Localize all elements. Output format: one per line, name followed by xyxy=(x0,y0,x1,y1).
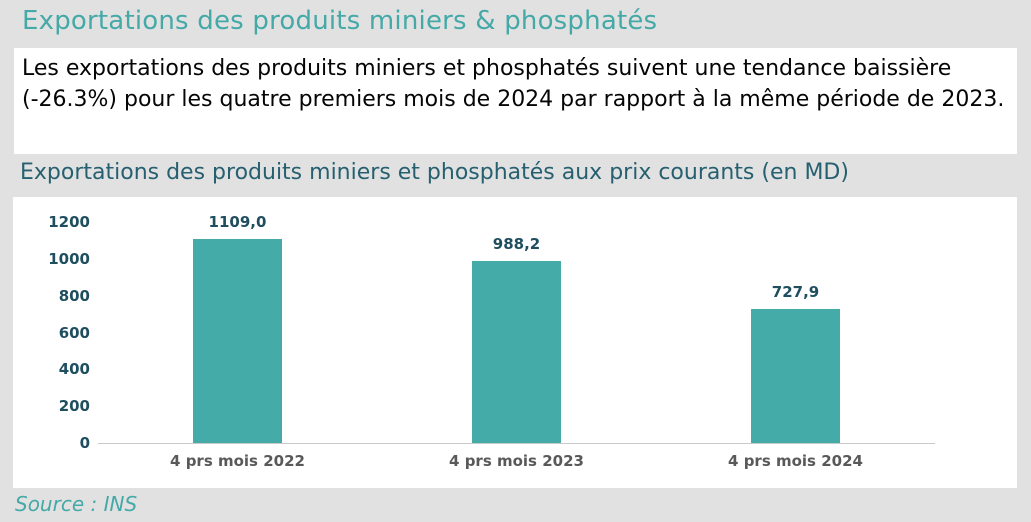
chart-plot-area: 0 200 400 600 800 1000 1200 1109,0 4 prs mois 20… xyxy=(13,197,1017,488)
y-axis-tick-label: 400 xyxy=(58,360,90,379)
y-axis-tick-label: 800 xyxy=(58,286,90,305)
y-axis-tick-label: 200 xyxy=(58,397,90,416)
x-axis-line xyxy=(98,443,935,444)
x-axis-category-label: 4 prs mois 2022 xyxy=(170,452,305,470)
chart-bar xyxy=(751,308,840,443)
y-axis-tick-label: 1000 xyxy=(48,249,90,268)
summary-box: Les exportations des produits miniers et… xyxy=(14,48,1017,154)
x-axis-category-label: 4 prs mois 2024 xyxy=(728,452,863,470)
source-text: Source : INS xyxy=(15,492,138,516)
bar-value-label: 1109,0 xyxy=(208,212,267,231)
chart-bar xyxy=(472,261,561,443)
y-axis-tick-label: 0 xyxy=(79,434,90,452)
page-title: Exportations des produits miniers & phos… xyxy=(22,6,658,36)
y-axis-tick-label: 600 xyxy=(58,323,90,342)
chart-title: Exportations des produits miniers et pho… xyxy=(20,160,849,185)
chart-bar xyxy=(193,238,282,443)
summary-text: Les exportations des produits miniers et… xyxy=(22,56,1005,112)
bar-chart: 0 200 400 600 800 1000 1200 1109,0 4 prs mois 20… xyxy=(13,197,1017,488)
bar-value-label: 727,9 xyxy=(771,282,820,301)
x-axis-category-label: 4 prs mois 2023 xyxy=(449,452,584,470)
bar-value-label: 988,2 xyxy=(492,235,541,253)
y-axis-tick-label: 1200 xyxy=(48,213,90,231)
